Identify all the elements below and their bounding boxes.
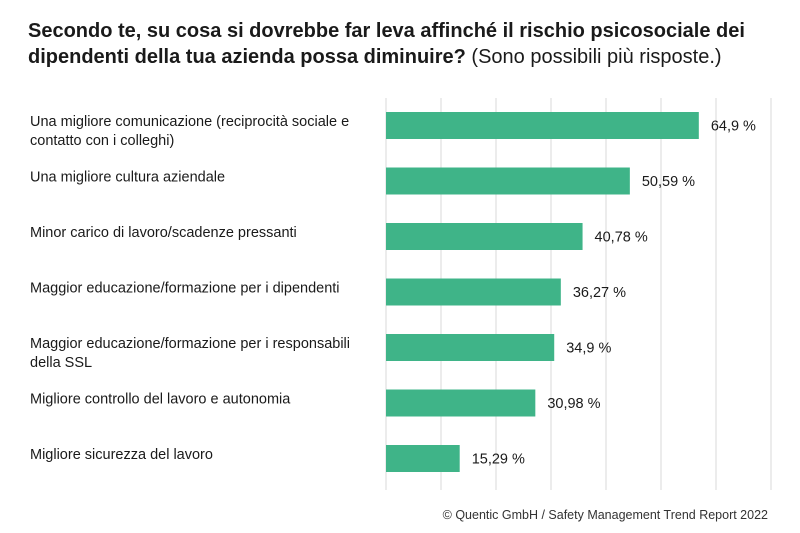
bar — [386, 278, 561, 306]
chart-title: Secondo te, su cosa si dovrebbe far leva… — [28, 18, 778, 70]
title-note: (Sono possibili più risposte.) — [471, 46, 722, 68]
value-labels: 64,9 % 50,59 % 40,78 % 36,27 % 34,9 % 30,98 %… — [472, 119, 756, 468]
value-label: 34,9 % — [566, 341, 611, 357]
category-label: Minor carico di lavoro/scadenze pressant… — [30, 225, 297, 241]
category-label: Una migliore cultura aziendale — [30, 170, 225, 186]
category-labels: Una migliore comunicazione (reciprocità … — [30, 114, 350, 463]
category-label: Migliore sicurezza del lavoro — [30, 447, 213, 463]
category-label: Maggior educazione/formazione per i dipe… — [30, 281, 340, 297]
bars — [386, 112, 699, 472]
value-label: 50,59 % — [642, 174, 695, 190]
bar — [386, 445, 460, 472]
category-label: Migliore controllo del lavoro e autonomi… — [30, 392, 291, 408]
source-credit: © Quentic GmbH / Safety Management Trend… — [442, 508, 768, 522]
category-label: Maggior educazione/formazione per i resp… — [30, 336, 350, 371]
bar — [386, 389, 536, 417]
bar — [386, 167, 630, 195]
value-label: 40,78 % — [595, 230, 648, 246]
value-label: 64,9 % — [711, 119, 756, 135]
category-label: Una migliore comunicazione (reciprocità … — [30, 114, 349, 149]
title-question: Secondo te, su cosa si dovrebbe far leva… — [28, 20, 745, 68]
value-label: 36,27 % — [573, 285, 626, 301]
value-label: 30,98 % — [547, 396, 600, 412]
bar — [386, 334, 555, 361]
value-label: 15,29 % — [472, 452, 525, 468]
bar — [386, 112, 699, 139]
bar — [386, 223, 583, 250]
